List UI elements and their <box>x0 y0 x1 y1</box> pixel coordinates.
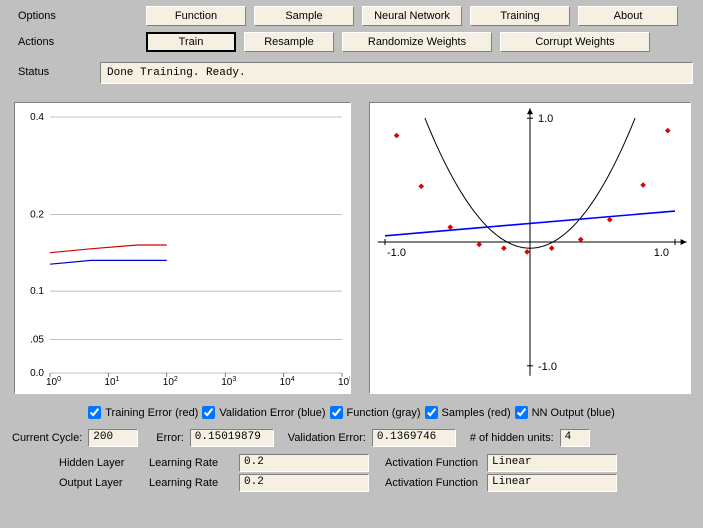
hidden-layer-label: Hidden Layer <box>55 453 145 473</box>
svg-text:102: 102 <box>163 376 178 388</box>
svg-text:1.0: 1.0 <box>654 247 669 259</box>
hidden-units-label: # of hidden units: <box>470 432 554 444</box>
status-label: Status <box>0 62 70 78</box>
error-chart: 0.4 0.2 0.1 .05 0.0100 101 102 103 104 105 <box>14 102 351 394</box>
svg-text:0.2: 0.2 <box>30 209 44 220</box>
svg-text:0.4: 0.4 <box>30 112 44 123</box>
train-button[interactable]: Train <box>146 32 236 52</box>
activation-function-label: Activation Function <box>373 453 483 473</box>
svg-text:1.0: 1.0 <box>538 113 553 125</box>
hidden-af-value: Linear <box>487 454 617 472</box>
corrupt-weights-button[interactable]: Corrupt Weights <box>500 32 650 52</box>
svg-text:104: 104 <box>280 376 295 388</box>
output-lr-value: 0.2 <box>239 474 369 492</box>
output-af-value: Linear <box>487 474 617 492</box>
svg-text:0.0: 0.0 <box>30 368 44 379</box>
learning-rate-label-2: Learning Rate <box>145 473 235 493</box>
svg-text:103: 103 <box>221 376 236 388</box>
neural-network-button[interactable]: Neural Network <box>362 6 462 26</box>
actions-label: Actions <box>0 36 70 48</box>
training-button[interactable]: Training <box>470 6 570 26</box>
svg-text:101: 101 <box>104 376 119 388</box>
svg-text:0.1: 0.1 <box>30 286 44 297</box>
output-layer-label: Output Layer <box>55 473 145 493</box>
status-text: Done Training. Ready. <box>100 62 693 84</box>
legend-training-error[interactable]: Training Error (red) <box>88 406 198 419</box>
current-cycle-label: Current Cycle: <box>12 432 82 444</box>
options-label: Options <box>0 10 70 22</box>
activation-function-label-2: Activation Function <box>373 473 483 493</box>
legend-row: Training Error (red) Validation Error (b… <box>0 400 703 427</box>
error-value: 0.15019879 <box>190 429 274 447</box>
randomize-weights-button[interactable]: Randomize Weights <box>342 32 492 52</box>
hidden-lr-value: 0.2 <box>239 454 369 472</box>
sample-button[interactable]: Sample <box>254 6 354 26</box>
legend-validation-error[interactable]: Validation Error (blue) <box>202 406 325 419</box>
learning-rate-label: Learning Rate <box>145 453 235 473</box>
svg-text:105: 105 <box>338 376 350 388</box>
error-label: Error: <box>156 432 184 444</box>
legend-nn-output[interactable]: NN Output (blue) <box>515 406 615 419</box>
resample-button[interactable]: Resample <box>244 32 334 52</box>
about-button[interactable]: About <box>578 6 678 26</box>
svg-text:100: 100 <box>46 376 61 388</box>
legend-samples[interactable]: Samples (red) <box>425 406 511 419</box>
function-chart: -1.0 1.0 1.0 -1.0 <box>369 102 691 394</box>
validation-error-value: 0.1369746 <box>372 429 456 447</box>
legend-function[interactable]: Function (gray) <box>330 406 421 419</box>
hidden-units-value: 4 <box>560 429 590 447</box>
validation-error-label: Validation Error: <box>288 432 366 444</box>
svg-text:-1.0: -1.0 <box>387 247 406 259</box>
svg-text:-1.0: -1.0 <box>538 361 557 373</box>
svg-text:.05: .05 <box>30 335 44 346</box>
current-cycle-value: 200 <box>88 429 138 447</box>
function-button[interactable]: Function <box>146 6 246 26</box>
